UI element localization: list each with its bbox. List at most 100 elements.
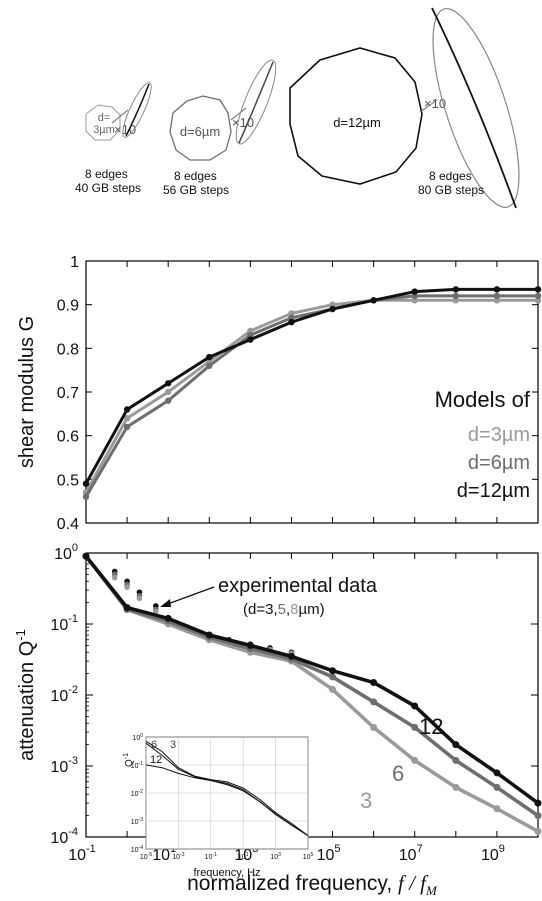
inset-curve-label-12: 12 xyxy=(150,754,162,766)
c2-ytick-base-3: 10 xyxy=(50,759,68,776)
grain-6um-caption-2: 56 GB steps xyxy=(163,183,229,197)
c2-point-1-6 xyxy=(329,673,337,681)
legend-title: Models of xyxy=(435,387,531,412)
c2-point-0-7 xyxy=(370,723,378,731)
c3-xtick-exp-2: -1 xyxy=(212,852,217,858)
c2-point-2-9 xyxy=(452,741,460,749)
c2-point-0-10 xyxy=(493,805,501,813)
c2-xtick-base-1: 10 xyxy=(152,847,170,864)
c1-point-1-11 xyxy=(534,292,542,300)
legend-entry-d12: d=12µm xyxy=(457,480,530,502)
c2-point-2-10 xyxy=(493,769,501,777)
exp-sub-3: , xyxy=(286,601,290,618)
c2-point-1-8 xyxy=(411,723,419,731)
c1-point-1-2 xyxy=(164,397,172,404)
inset-xlabel: frequency, Hz xyxy=(193,867,260,879)
c3-ytick-exp-1: -1 xyxy=(139,761,144,767)
c3-ytick-exp-2: -2 xyxy=(139,789,144,795)
c2-xtick-base-5: 10 xyxy=(481,847,499,864)
c3-xtick-base-2: 10 xyxy=(205,854,213,861)
attenuation-series xyxy=(82,552,542,835)
c2-point-0-8 xyxy=(411,756,419,764)
c3-xtick-base-1: 10 xyxy=(172,854,180,861)
attenuation-ylabel-main: attenuation Q xyxy=(16,641,38,761)
curve-label-3: 3 xyxy=(360,788,372,813)
c1-point-2-11 xyxy=(534,286,542,293)
c1-ytick-label-0: 0.4 xyxy=(57,516,79,533)
c2-xtick-exp-3: 5 xyxy=(334,843,340,855)
c2-point-0-11 xyxy=(534,827,542,835)
c1-point-2-0 xyxy=(82,480,90,487)
c2-point-2-5 xyxy=(287,652,295,660)
grain-6um-outline xyxy=(169,95,232,161)
grain-12um-caption-1: 8 edges xyxy=(429,169,472,183)
xlabel-sub: M xyxy=(425,883,438,898)
shear-modulus-chart: 0.4 0.5 0.6 0.7 0.8 0.9 1 shear modulus G Mode… xyxy=(16,254,542,533)
exp-sub-1: (d=3, xyxy=(243,601,278,618)
inset-series xyxy=(145,740,309,837)
grain-3um-caption-2: 40 GB steps xyxy=(75,181,141,195)
c2-point-1-10 xyxy=(493,783,501,791)
c1-point-1-0 xyxy=(82,493,90,500)
shear-modulus-series xyxy=(82,286,542,500)
c2-point-2-1 xyxy=(123,604,131,612)
c2-exp-point-2-1 xyxy=(124,584,130,590)
c3-xtick-label-4: 103 xyxy=(270,852,281,861)
grain-12um-label: d=12µm xyxy=(333,115,381,130)
c1-point-2-3 xyxy=(206,353,213,361)
inset-ylabel-main: Q xyxy=(124,759,135,767)
c2-ytick-label-0: 100 xyxy=(54,542,78,563)
c2-xtick-exp-4: 7 xyxy=(417,843,423,855)
attenuation-ylabel: attenuation Q-1 xyxy=(13,629,38,761)
grain-3um-label-line2: 3µm xyxy=(93,124,115,136)
c3-ytick-exp-0: 0 xyxy=(140,733,143,739)
c2-ytick-exp-1: -1 xyxy=(68,613,78,625)
c2-point-0-9 xyxy=(452,783,460,791)
c1-ytick-label-2: 0.6 xyxy=(57,429,79,446)
c2-ytick-label-1: 10-1 xyxy=(50,613,78,634)
c3-xtick-label-1: 10-3 xyxy=(172,852,184,861)
c1-point-2-10 xyxy=(493,286,501,293)
c1-ytick-label-1: 0.5 xyxy=(57,472,79,489)
c2-point-1-11 xyxy=(534,812,542,820)
grain-6um-label: d=6µm xyxy=(180,124,220,139)
c2-point-2-6 xyxy=(329,667,337,675)
experimental-data-arrow xyxy=(164,586,215,606)
c3-ytick-base-1: 10 xyxy=(131,763,139,770)
c2-xtick-label-5: 109 xyxy=(481,843,505,864)
c3-xtick-exp-4: 3 xyxy=(278,852,281,858)
c1-point-1-1 xyxy=(123,423,131,431)
grain-6um-pointer xyxy=(230,107,247,121)
c2-ytick-base-2: 10 xyxy=(50,688,68,705)
c2-point-2-11 xyxy=(534,799,542,807)
grain-3um-outline xyxy=(85,104,121,141)
inset-curve-label-6: 6 xyxy=(151,739,157,751)
exp-sub-2: 5 xyxy=(278,601,286,618)
c3-xtick-label-0: 10-5 xyxy=(140,852,152,861)
c3-xtick-label-3: 101 xyxy=(238,852,249,861)
c3-series-line-2 xyxy=(145,764,309,837)
c3-xtick-exp-1: -3 xyxy=(180,852,185,858)
c3-ytick-label-1: 10-1 xyxy=(131,761,143,770)
experimental-data-arrowhead xyxy=(160,599,171,607)
grain-12um-pointer xyxy=(419,99,438,113)
experimental-data-label: experimental data xyxy=(218,575,378,597)
grain-6um-zoom-boundary xyxy=(238,61,274,144)
grain-3um-magnification: ×10 xyxy=(114,122,136,137)
c1-point-2-5 xyxy=(288,318,295,326)
c2-xtick-base-0: 10 xyxy=(68,847,86,864)
c3-ytick-base-3: 10 xyxy=(131,819,139,826)
c1-ytick-label-5: 0.9 xyxy=(57,298,79,315)
c2-ytick-label-2: 10-2 xyxy=(50,684,78,705)
experimental-data-sublabel: (d=3,5,8µm) xyxy=(243,601,325,618)
grain-6um: d=6µm ×10 8 edges 56 GB steps xyxy=(163,59,277,197)
c1-point-1-9 xyxy=(452,292,460,300)
inset-curve-label-3: 3 xyxy=(170,739,176,751)
exp-sub-4: 8 xyxy=(290,601,298,618)
c1-ytick-label-6: 1 xyxy=(70,254,79,271)
grain-12um: d=12µm ×10 8 edges 80 GB steps xyxy=(289,7,520,209)
c3-xtick-base-4: 10 xyxy=(270,854,278,861)
